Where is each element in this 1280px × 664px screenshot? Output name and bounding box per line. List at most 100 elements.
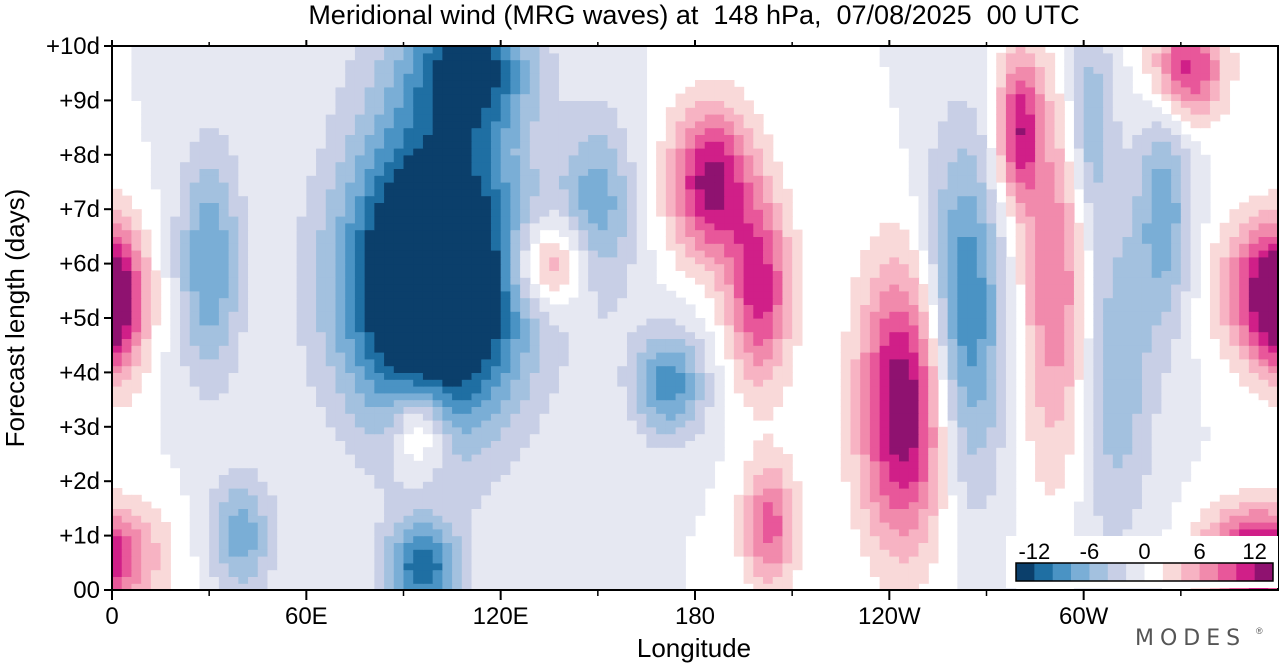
field-cell [908,318,920,326]
field-cell [850,277,861,285]
field-cell [228,440,239,448]
field-cell [296,522,307,530]
field-cell [617,413,628,421]
field-cell [763,528,774,537]
field-cell [1054,440,1065,448]
field-cell [160,556,171,564]
field-cell [714,263,725,271]
field-cell [889,542,900,550]
field-cell [558,352,570,360]
field-cell [374,331,385,339]
field-cell [1025,365,1036,373]
field-cell [558,358,570,367]
field-cell [277,535,288,543]
field-cell [170,304,181,312]
field-cell [908,284,920,292]
field-cell [889,467,900,475]
field-cell [510,250,521,258]
field-cell [1005,474,1017,482]
field-cell [772,358,784,367]
field-cell [248,406,259,414]
field-cell [452,311,463,319]
field-cell [539,494,550,503]
field-cell [442,406,453,414]
field-cell [1122,454,1133,462]
field-cell [1190,372,1201,380]
field-cell [928,345,939,353]
field-cell [976,297,988,305]
field-cell [1044,392,1056,401]
field-cell [248,358,259,367]
field-cell [753,549,764,557]
field-cell [189,406,201,414]
field-cell [986,562,997,571]
field-cell [597,358,609,367]
field-cell [578,338,589,346]
field-cell [286,515,298,523]
field-cell [869,528,881,537]
field-cell [665,426,677,435]
field-cell [1171,270,1182,278]
field-cell [160,372,171,380]
field-cell [685,528,696,537]
field-cell [422,331,434,339]
field-cell [296,324,307,333]
field-cell [354,290,366,299]
field-cell [772,297,784,305]
field-cell [481,345,492,353]
field-cell [238,454,249,462]
field-cell [1005,345,1017,353]
field-cell [1132,528,1143,537]
field-cell [860,426,871,435]
field-cell [558,447,570,455]
field-cell [957,256,968,265]
field-cell [121,386,133,394]
field-cell [1180,290,1192,299]
field-cell [345,413,356,421]
field-cell [850,413,861,421]
field-cell [1005,311,1017,319]
field-cell [131,372,142,380]
field-cell [277,494,288,503]
field-cell [675,501,686,509]
field-cell [899,324,910,333]
field-cell [646,556,657,564]
field-cell [1103,250,1114,258]
field-cell [695,420,706,428]
field-cell [413,304,424,312]
field-cell [1258,284,1269,292]
field-cell [840,440,852,448]
field-cell [490,392,502,401]
field-cell [209,433,220,441]
field-cell [1248,318,1260,326]
field-cell [918,556,929,564]
field-cell [461,447,473,455]
field-cell [1151,379,1162,387]
field-cell [918,467,929,475]
field-cell [1122,331,1133,339]
field-cell [1025,256,1036,265]
field-cell [189,528,201,537]
field-cell [529,467,541,475]
field-cell [792,481,803,489]
field-cell [578,413,589,421]
field-cell [364,256,375,265]
field-cell [636,372,648,380]
field-cell [384,331,395,339]
field-cell [1161,467,1172,475]
field-cell [957,386,968,394]
field-cell [704,420,716,428]
field-cell [189,467,201,475]
field-cell [345,324,356,333]
field-cell [967,556,978,564]
field-cell [772,515,784,523]
field-cell [1103,386,1114,394]
field-cell [1112,358,1124,367]
field-cell [1093,358,1104,367]
field-cell [393,311,405,319]
field-cell [1161,372,1172,380]
field-cell [345,277,356,285]
field-cell [384,576,395,584]
field-cell [393,542,405,550]
field-cell [665,447,677,455]
